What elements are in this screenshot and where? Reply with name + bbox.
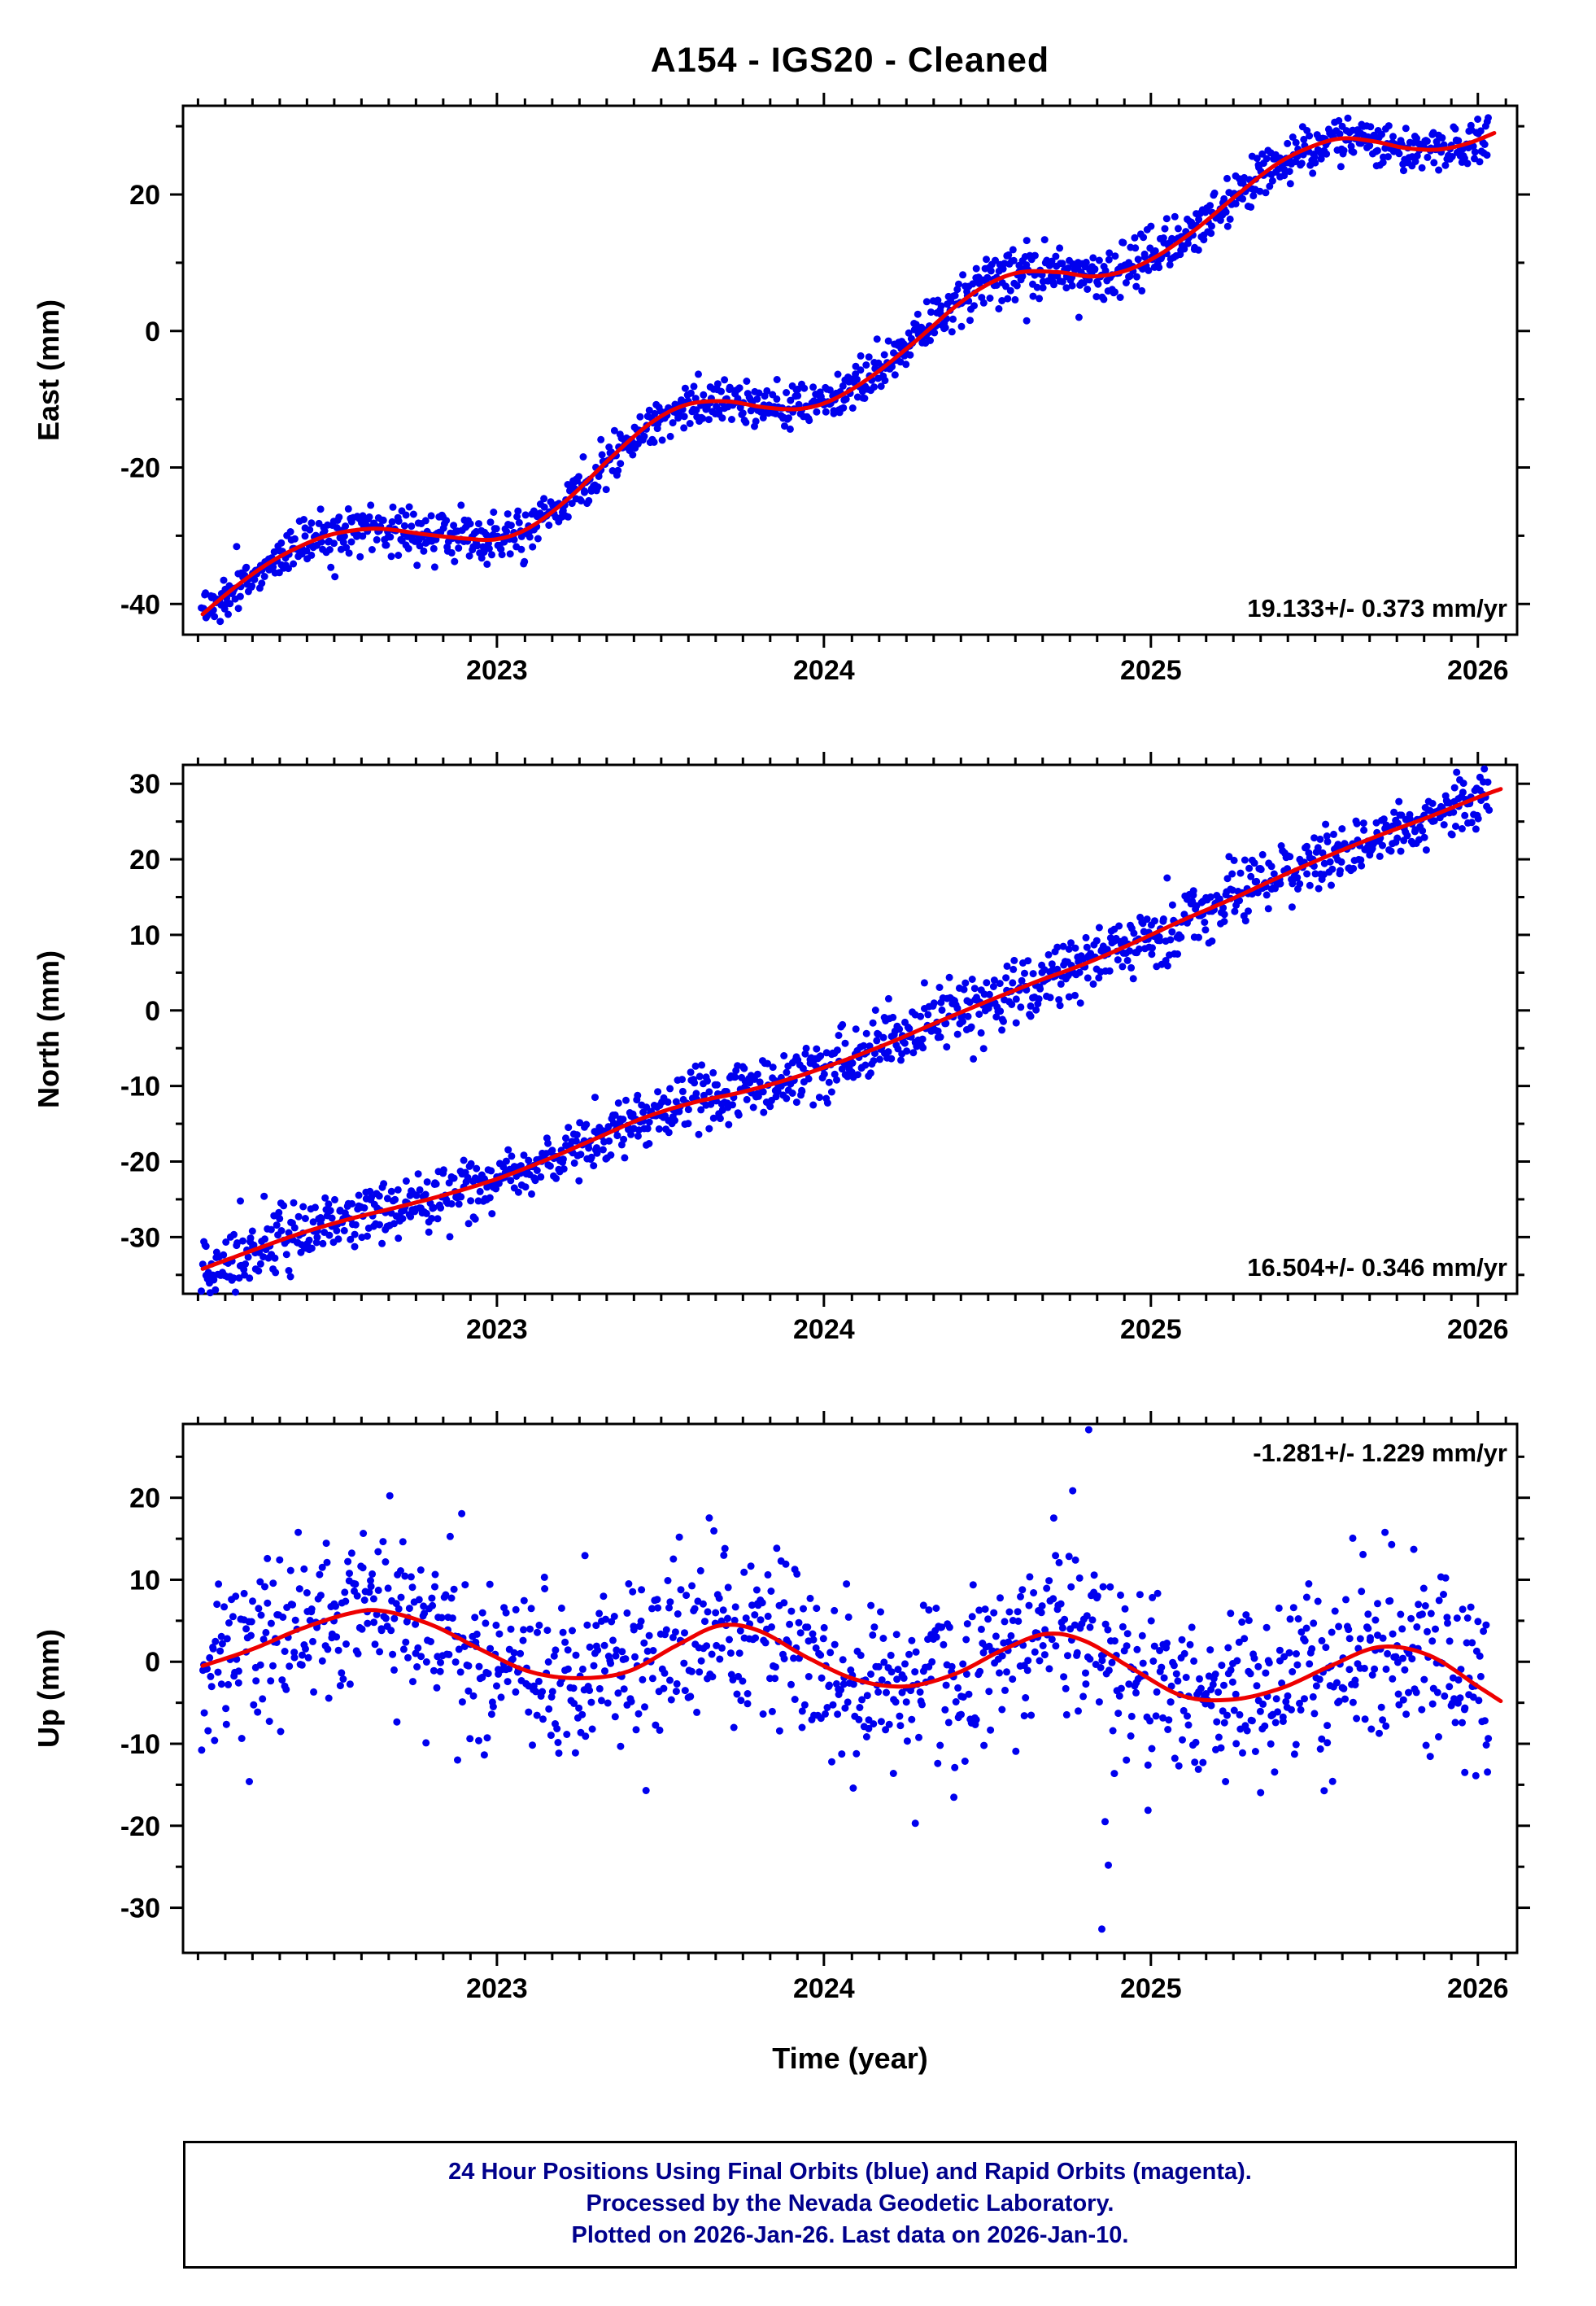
- y-axis-label: East (mm): [32, 299, 65, 441]
- scatter-points: [198, 114, 1492, 626]
- velocity-annotation: 19.133+/- 0.373 mm/yr: [1247, 594, 1507, 622]
- y-tick-label: -40: [120, 589, 160, 620]
- x-tick-label: 2024: [793, 1314, 855, 1345]
- x-tick-label: 2026: [1447, 655, 1509, 686]
- scatter-points: [198, 765, 1494, 1297]
- footer-box: 24 Hour Positions Using Final Orbits (bl…: [183, 2141, 1517, 2269]
- outlier-point: [1023, 317, 1031, 325]
- footer-line-1: 24 Hour Positions Using Final Orbits (bl…: [448, 2159, 1252, 2185]
- y-axis-label: North (mm): [32, 950, 65, 1108]
- outlier-point: [1105, 1861, 1112, 1869]
- velocity-annotation: 16.504+/- 0.346 mm/yr: [1247, 1253, 1507, 1282]
- y-tick-label: -30: [120, 1222, 160, 1253]
- footer-line-3: Plotted on 2026-Jan-26. Last data on 202…: [571, 2222, 1129, 2248]
- y-tick-label: -30: [120, 1893, 160, 1924]
- trend-line: [200, 1608, 1503, 1704]
- north-chart: 2023 2024 2025 2026 -30 -20 -10 0 10 20 30 16.504+/…: [32, 752, 1530, 1345]
- x-tick-label: 2024: [793, 655, 855, 686]
- page-title: A154 - IGS20 - Cleaned: [650, 41, 1050, 80]
- y-tick-label: -10: [120, 1729, 160, 1760]
- x-tick-label: 2024: [793, 1973, 855, 2004]
- plot-frame: [181, 1422, 1519, 1954]
- outlier-point: [1084, 1426, 1092, 1434]
- y-tick-label: 20: [129, 1483, 160, 1514]
- up-chart: 2023 2024 2025 2026 -30 -20 -10 0 10 20 -1.281+/- …: [32, 1411, 1530, 2004]
- x-axis-label: Time (year): [772, 2042, 928, 2075]
- axis-ticks: [170, 93, 1530, 648]
- x-tick-label: 2025: [1120, 1314, 1182, 1345]
- outlier-point: [1101, 1818, 1109, 1826]
- outlier-point: [1098, 1925, 1105, 1933]
- outlier-point: [591, 1094, 599, 1102]
- x-tick-label: 2026: [1447, 1314, 1509, 1345]
- scatter-points: [198, 1426, 1493, 1933]
- y-tick-label: 0: [145, 317, 160, 347]
- trend-line: [200, 131, 1497, 617]
- outlier-point: [1065, 993, 1073, 1001]
- y-tick-label: 0: [145, 996, 160, 1027]
- plot-frame: [181, 104, 1519, 636]
- axis-ticks: [170, 752, 1530, 1307]
- y-tick-label: 20: [129, 180, 160, 211]
- y-tick-label: 10: [129, 920, 160, 951]
- axis-ticks: [170, 1411, 1530, 1966]
- x-tick-label: 2025: [1120, 1973, 1182, 2004]
- y-tick-label: -20: [120, 453, 160, 484]
- east-chart: 2023 2024 2025 2026 -40 -20 0 20 19.133+/- 0.373…: [32, 93, 1530, 686]
- y-tick-label: 20: [129, 845, 160, 876]
- x-tick-label: 2023: [466, 1973, 528, 2004]
- plot-frame: [181, 763, 1519, 1295]
- y-axis-label: Up (mm): [32, 1629, 65, 1748]
- y-tick-label: -20: [120, 1147, 160, 1178]
- footer-line-2: Processed by the Nevada Geodetic Laborat…: [586, 2190, 1114, 2216]
- outlier-point: [1461, 1768, 1469, 1776]
- outlier-point: [1075, 313, 1083, 321]
- x-tick-label: 2026: [1447, 1973, 1509, 2004]
- x-tick-label: 2025: [1120, 655, 1182, 686]
- y-tick-label: -10: [120, 1072, 160, 1103]
- y-tick-label: 10: [129, 1565, 160, 1596]
- x-tick-label: 2023: [466, 1314, 528, 1345]
- x-tick-label: 2023: [466, 655, 528, 686]
- y-tick-label: 0: [145, 1647, 160, 1678]
- y-tick-label: -20: [120, 1811, 160, 1842]
- velocity-annotation: -1.281+/- 1.229 mm/yr: [1253, 1439, 1507, 1467]
- trend-line: [200, 787, 1503, 1271]
- y-tick-label: 30: [129, 769, 160, 800]
